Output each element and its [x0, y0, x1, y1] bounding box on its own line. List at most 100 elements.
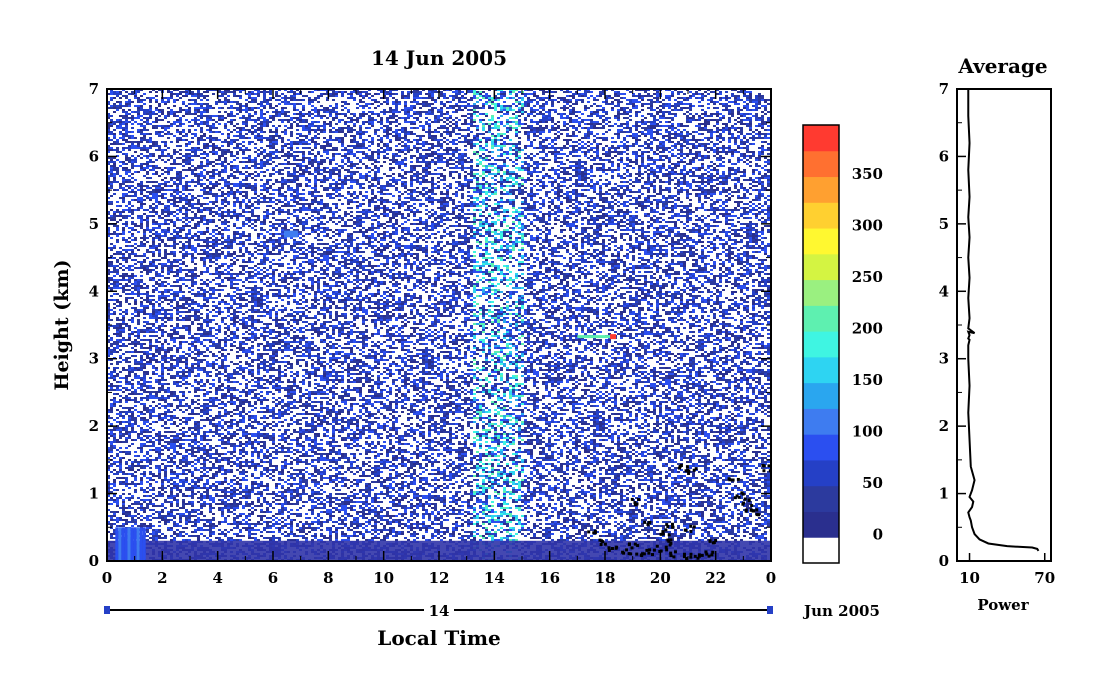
heatmap-cell [344, 155, 347, 157]
heatmap-cell [710, 141, 713, 143]
heatmap-cell [560, 115, 563, 117]
heatmap-cell [131, 143, 134, 145]
heatmap-cell [482, 107, 485, 109]
heatmap-cell [569, 121, 572, 123]
heatmap-cell [680, 97, 683, 99]
heatmap-cell [677, 133, 680, 135]
heatmap-cell [377, 115, 380, 117]
heatmap-cell [284, 107, 287, 109]
heatmap-cell [641, 163, 644, 165]
heatmap-cell [473, 111, 476, 113]
heatmap-cell [404, 103, 407, 105]
heatmap-cell [506, 97, 509, 99]
heatmap-cell [539, 129, 542, 131]
heatmap-cell [425, 143, 428, 145]
heatmap-cell [167, 169, 170, 171]
heatmap-cell [542, 149, 545, 151]
heatmap-cell [749, 157, 752, 159]
heatmap-cell [362, 177, 365, 179]
heatmap-cell [320, 155, 323, 157]
heatmap-cell [542, 157, 545, 159]
heatmap-cell [749, 99, 752, 101]
heatmap-cell [422, 159, 425, 161]
heatmap-cell [716, 173, 719, 175]
heatmap-cell [452, 177, 455, 179]
heatmap-cell [761, 141, 764, 143]
heatmap-cell [269, 99, 272, 101]
heatmap-cell [470, 109, 473, 111]
heatmap-cell [317, 109, 320, 111]
heatmap-cell [692, 119, 695, 121]
heatmap-cell [413, 121, 416, 123]
heatmap-cell [134, 121, 137, 123]
heatmap-cell [449, 105, 452, 107]
heatmap-cell [500, 143, 503, 145]
heatmap-cell [359, 91, 362, 93]
heatmap-cell [239, 117, 242, 119]
heatmap-cell [182, 177, 185, 179]
heatmap-cell [470, 91, 473, 93]
heatmap-cell [557, 101, 560, 103]
heatmap-cell [413, 91, 416, 93]
heatmap-cell [260, 161, 263, 163]
heatmap-cell [542, 109, 545, 111]
heatmap-cell [479, 163, 482, 165]
heatmap-cell [398, 155, 401, 157]
heatmap-cell [680, 109, 683, 111]
heatmap-cell [185, 119, 188, 121]
heatmap-cell [458, 93, 461, 95]
heatmap-cell [518, 107, 521, 109]
heatmap-cell [269, 151, 272, 153]
heatmap-cell [401, 141, 404, 143]
heatmap-cell [410, 109, 413, 111]
heatmap-cell [314, 115, 317, 117]
heatmap-cell [191, 99, 194, 101]
heatmap-cell [290, 175, 293, 177]
heatmap-cell [710, 115, 713, 117]
heatmap-cell [383, 111, 386, 113]
heatmap-cell [311, 91, 314, 93]
heatmap-cell [491, 143, 494, 145]
heatmap-cell [530, 159, 533, 161]
heatmap-cell [461, 97, 464, 99]
heatmap-cell [116, 141, 119, 143]
heatmap-cell [239, 147, 242, 149]
heatmap-cell [659, 155, 662, 157]
heatmap-cell [233, 101, 236, 103]
heatmap-cell [563, 99, 566, 101]
heatmap-cell [569, 91, 572, 93]
heatmap-cell [431, 95, 434, 97]
heatmap-cell [575, 173, 578, 175]
heatmap-cell [464, 119, 467, 121]
heatmap-cell [293, 117, 296, 119]
heatmap-cell [185, 159, 188, 161]
heatmap-cell [428, 125, 431, 127]
heatmap-cell [716, 111, 719, 113]
heatmap-cell [578, 111, 581, 113]
heatmap-cell [470, 131, 473, 133]
heatmap-cell [404, 107, 407, 109]
heatmap-cell [746, 91, 749, 93]
heatmap-cell [320, 147, 323, 149]
heatmap-cell [158, 115, 161, 117]
heatmap-cell [242, 151, 245, 153]
heatmap-cell [332, 119, 335, 121]
heatmap-cell [209, 163, 212, 165]
heatmap-cell [143, 147, 146, 149]
heatmap-cell [470, 139, 473, 141]
heatmap-cell [371, 123, 374, 125]
heatmap-cell [668, 161, 671, 163]
heatmap-cell [764, 135, 767, 137]
heatmap-cell [140, 153, 143, 155]
heatmap-cell [452, 159, 455, 161]
heatmap-cell [176, 173, 179, 175]
heatmap-cell [623, 113, 626, 115]
heatmap-cell [275, 109, 278, 111]
heatmap-cell [470, 147, 473, 149]
heatmap-cell [662, 175, 665, 177]
heatmap-cell [623, 137, 626, 139]
heatmap-cell [407, 141, 410, 143]
heatmap-cell [719, 133, 722, 135]
heatmap-cell [755, 97, 758, 99]
heatmap-cell [233, 155, 236, 157]
